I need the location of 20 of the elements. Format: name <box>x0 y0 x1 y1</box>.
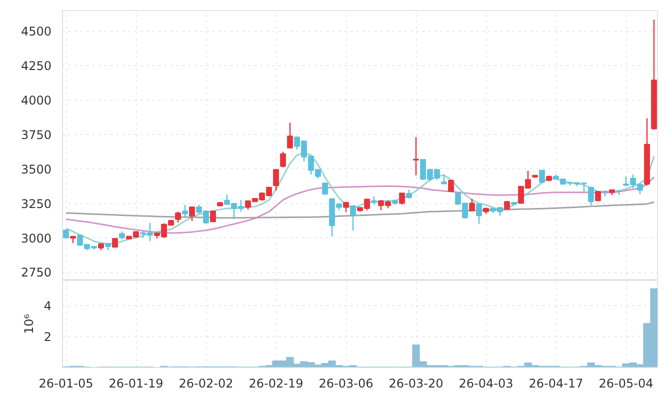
y-tick-label: 3250 <box>20 196 52 211</box>
x-tick-label: 26-04-03 <box>458 376 514 390</box>
y-tick-label: 2 <box>44 330 52 344</box>
x-tick-label: 26-03-06 <box>318 376 374 390</box>
x-tick-label: 26-01-05 <box>38 376 94 390</box>
y-tick-label: 2750 <box>20 266 52 280</box>
x-tick-label: 26-02-02 <box>178 376 234 390</box>
x-tick-label: 26-05-04 <box>598 376 654 390</box>
y-tick-label: 3000 <box>20 231 52 246</box>
y-tick-label: 4250 <box>20 59 52 74</box>
y-axis-title: 10⁶ <box>22 314 36 334</box>
x-tick-label: 26-02-19 <box>248 376 304 390</box>
y-tick-label: 4000 <box>20 94 52 108</box>
x-tick-label: 26-01-19 <box>108 376 164 390</box>
y-tick-label: 4 <box>44 298 52 313</box>
x-tick-label: 26-03-20 <box>388 376 444 390</box>
y-tick-label: 4500 <box>20 24 52 39</box>
x-tick-label: 26-04-17 <box>528 376 584 390</box>
y-tick-label: 3750 <box>20 128 52 142</box>
y-tick-label: 3500 <box>20 162 52 176</box>
